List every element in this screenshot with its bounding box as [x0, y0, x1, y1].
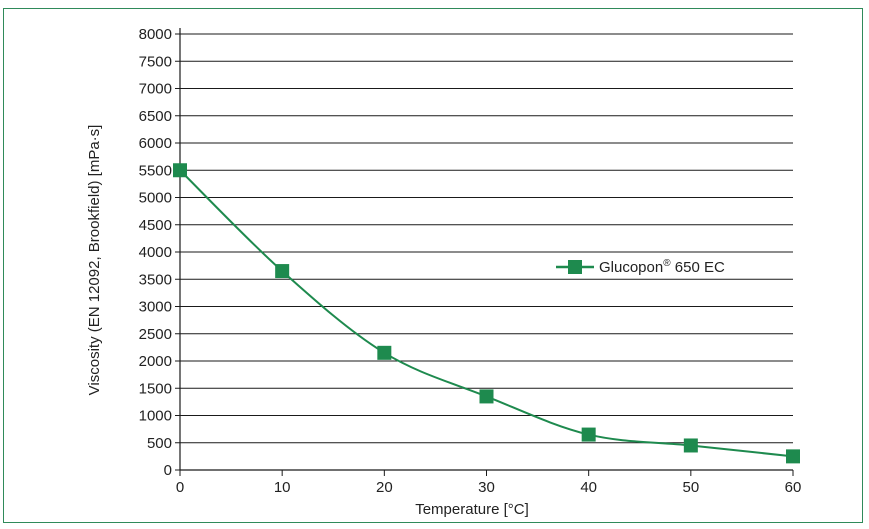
data-point-20	[377, 345, 392, 360]
data-point-10	[275, 264, 290, 279]
y-tick-label-7000: 7000	[139, 81, 172, 98]
legend-label: Glucopon® 650 EC	[599, 258, 725, 276]
data-point-60	[786, 449, 800, 464]
legend: Glucopon® 650 EC	[556, 258, 725, 276]
legend-series-suffix: 650 EC	[671, 259, 725, 276]
x-tick-label-60: 60	[785, 479, 802, 496]
y-tick-label-2000: 2000	[139, 353, 172, 370]
x-tick-label-20: 20	[376, 479, 393, 496]
y-tick-labels: 0 500 1000 1500 2000 2500 3000 3500 4000 4500 5000…	[139, 26, 172, 479]
y-tick-label-5000: 5000	[139, 190, 172, 207]
chart-frame	[3, 8, 863, 523]
y-tick-label-6500: 6500	[139, 108, 172, 125]
legend-series-name: Glucopon	[599, 259, 663, 276]
y-tick-label-0: 0	[164, 462, 172, 479]
x-tick-label-10: 10	[274, 479, 291, 496]
legend-marker	[568, 260, 582, 274]
y-tick-label-6000: 6000	[139, 135, 172, 152]
data-point-50	[683, 438, 698, 453]
x-tick-label-30: 30	[478, 479, 495, 496]
x-tick-labels: 0 10 20 30 40 50 60	[176, 479, 802, 496]
series-line-0	[179, 169, 794, 458]
y-tick-label-1000: 1000	[139, 408, 172, 425]
y-tick-label-4000: 4000	[139, 244, 172, 261]
x-tick-label-0: 0	[176, 479, 184, 496]
y-tick-label-4500: 4500	[139, 217, 172, 234]
gridlines	[175, 33, 793, 471]
y-axis-label: Viscosity (EN 12092, Brookfield) [mPa·s]	[86, 125, 103, 396]
data-point-30	[479, 389, 494, 404]
axes	[179, 28, 794, 476]
y-tick-label-5500: 5500	[139, 162, 172, 179]
x-axis-label: Temperature [°C]	[415, 501, 529, 518]
legend-series-superscript: ®	[663, 258, 671, 269]
series-group	[173, 163, 800, 464]
y-tick-label-2500: 2500	[139, 326, 172, 343]
y-tick-label-8000: 8000	[139, 26, 172, 43]
y-tick-label-3000: 3000	[139, 299, 172, 316]
y-tick-label-1500: 1500	[139, 380, 172, 397]
x-tick-label-40: 40	[580, 479, 597, 496]
data-point-40	[581, 427, 596, 442]
data-point-0	[173, 163, 187, 178]
y-tick-label-7500: 7500	[139, 53, 172, 70]
y-tick-label-500: 500	[147, 435, 172, 452]
x-tick-label-50: 50	[682, 479, 699, 496]
y-tick-label-3500: 3500	[139, 271, 172, 288]
